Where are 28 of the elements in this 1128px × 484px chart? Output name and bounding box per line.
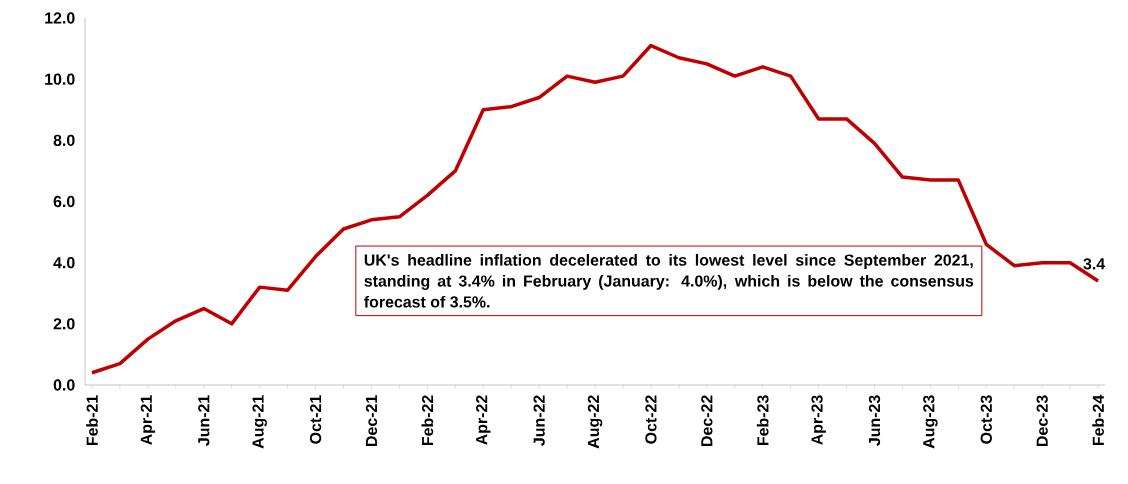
- x-tick-label: Apr-22: [476, 395, 491, 445]
- x-tick-label: Feb-22: [421, 395, 434, 446]
- x-tick-label: Dec-23: [1036, 395, 1048, 446]
- x-tick-label: Dec-22: [701, 395, 713, 446]
- x-tick-label: Apr-23: [811, 395, 826, 445]
- y-tick-label: 0.0: [53, 379, 75, 391]
- x-tick-label: Oct-22: [645, 395, 657, 444]
- x-tick-label: Feb-21: [86, 395, 98, 446]
- y-tick-label: 10.0: [45, 73, 75, 85]
- y-tick-label: 12.0: [45, 12, 75, 24]
- x-tick-label: Feb-23: [756, 395, 769, 446]
- y-tick-label: 6.0: [53, 195, 75, 208]
- x-tick-label: Apr-21: [140, 395, 156, 445]
- data-label: 3.4: [1083, 258, 1106, 270]
- y-tick-label: 4.0: [53, 257, 75, 269]
- x-tick-label: Dec-21: [365, 395, 378, 446]
- x-tick-label: Jun-21: [198, 395, 210, 446]
- x-tick-label: Aug-21: [252, 395, 267, 449]
- x-tick-label: Oct-21: [309, 395, 322, 444]
- x-tick-label: Jun-23: [868, 395, 881, 446]
- x-tick-label: Feb-24: [1092, 394, 1104, 446]
- x-tick-label: Oct-23: [980, 395, 992, 444]
- x-tick-label: Jun-22: [533, 395, 545, 446]
- annotation: UK's headline inflation decelerated to its lowest level since September 2021, standing at 3.4% in February (January: 4.0%), which is below the consensus forecast of 3.5%.: [364, 254, 974, 308]
- y-tick-label: 2.0: [53, 318, 75, 330]
- x-tick-label: Aug-23: [923, 395, 938, 449]
- x-tick-label: Aug-22: [587, 395, 603, 449]
- y-tick-label: 8.0: [53, 134, 75, 146]
